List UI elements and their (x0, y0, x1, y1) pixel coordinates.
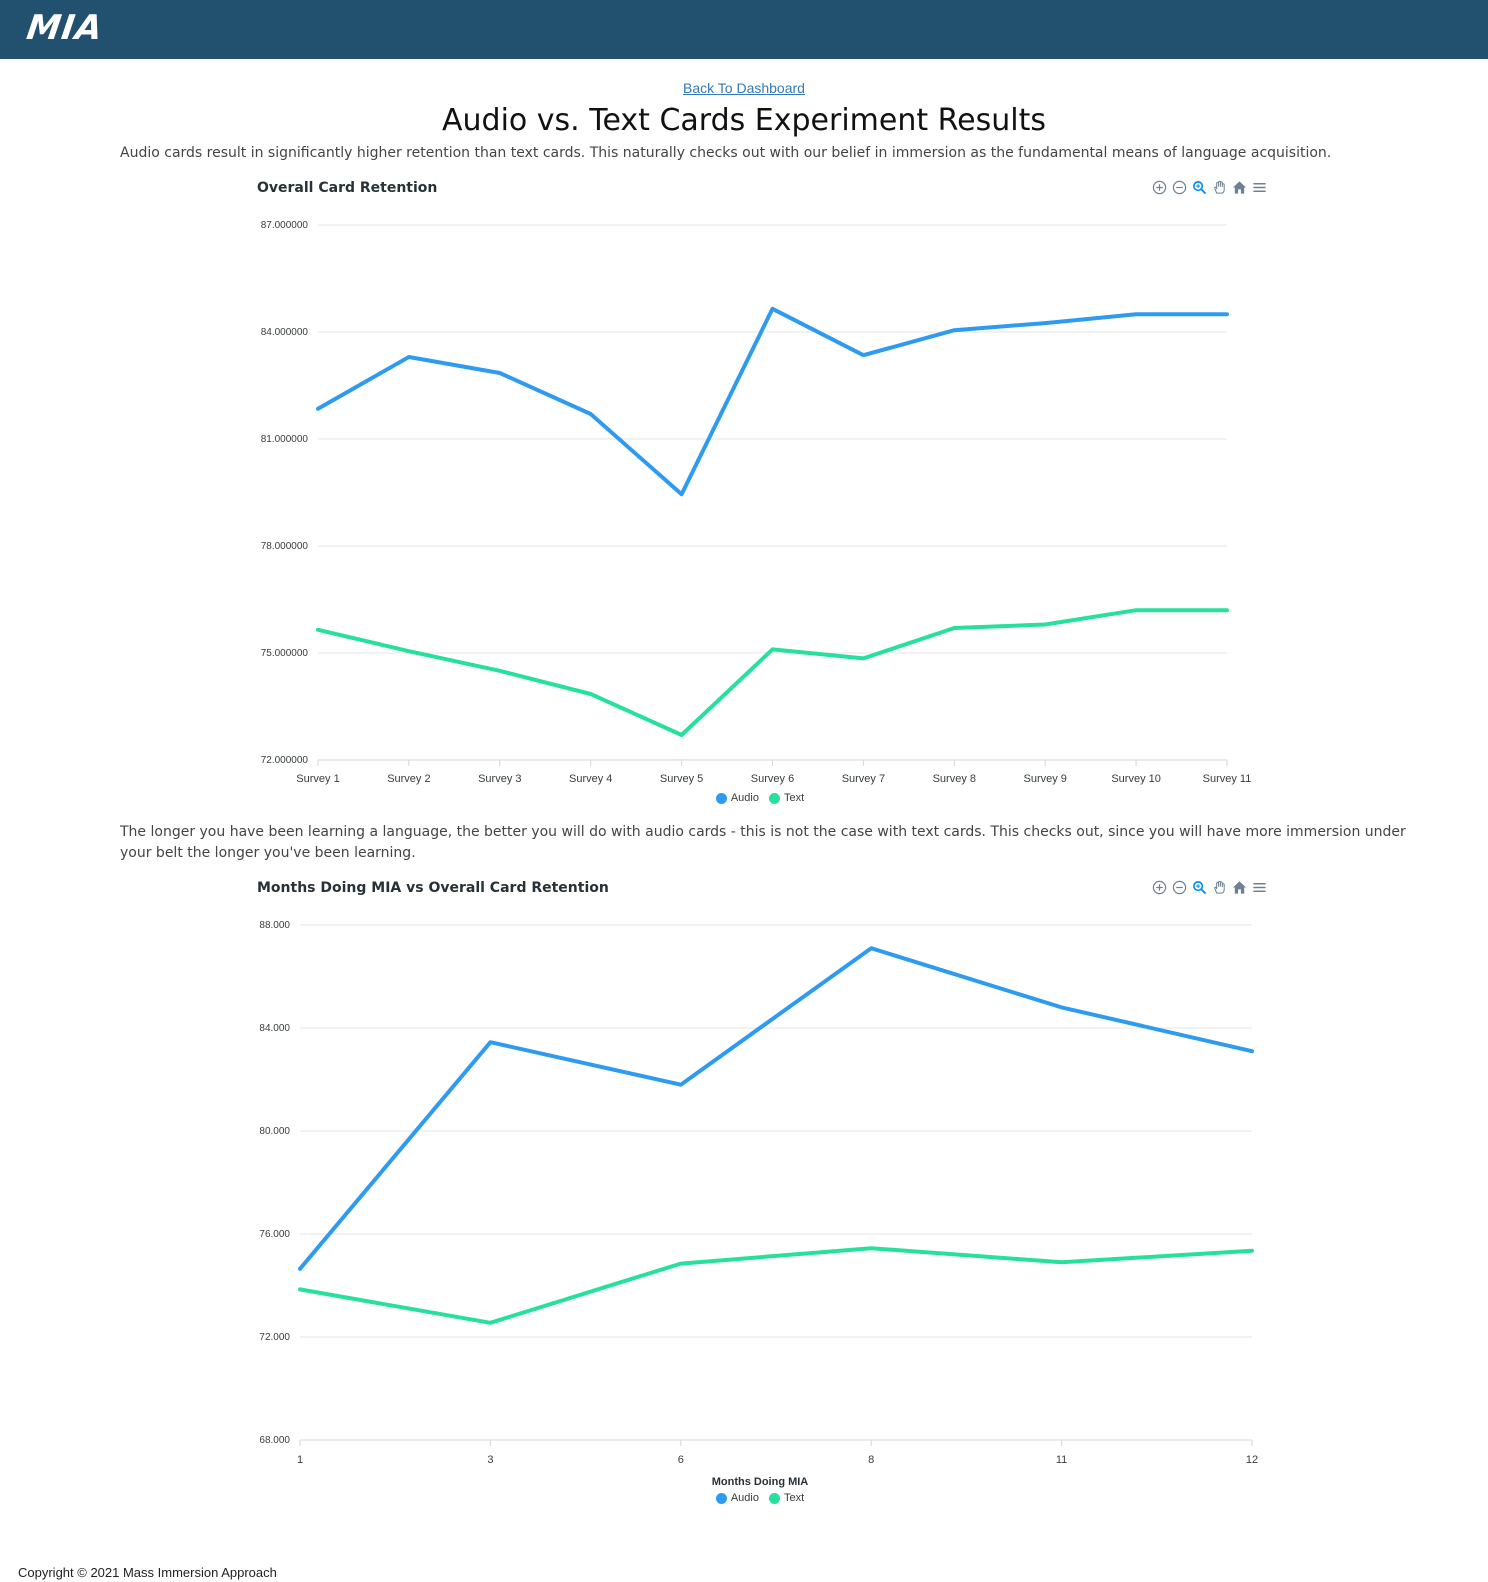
series-line-audio (316, 306, 1229, 497)
y-tick-label: 84.000000 (261, 327, 309, 338)
x-tick-label: Survey 7 (842, 773, 885, 785)
legend-item-text[interactable]: Text (768, 1492, 805, 1504)
overall-retention-chart: 72.000000 75.000000 78.000000 81.000000 84.0… (250, 170, 1270, 820)
intro-paragraph: Audio cards result in significantly high… (120, 145, 1332, 161)
y-tick-label: 88.000 (259, 920, 290, 931)
x-tick-label: Survey 10 (1111, 773, 1161, 785)
x-tick-label: Survey 11 (1203, 773, 1252, 785)
legend-marker (715, 1492, 727, 1504)
selection-zoom-icon[interactable] (1190, 878, 1208, 896)
x-tick-label: 6 (678, 1454, 684, 1466)
chart-toolbar (1150, 178, 1268, 196)
zoom-in-icon[interactable] (1150, 878, 1168, 896)
x-tick-label: Survey 8 (933, 773, 976, 785)
back-to-dashboard-link[interactable]: Back To Dashboard (683, 80, 805, 96)
x-tick-label: 1 (297, 1454, 303, 1466)
x-tick-label: 3 (487, 1454, 493, 1466)
x-tick-label: Survey 6 (751, 773, 794, 785)
chart-legend: Audio Text (250, 1492, 1270, 1504)
series-line-audio (298, 946, 1254, 1271)
y-tick-label: 68.000 (259, 1435, 290, 1446)
x-tick-label: 11 (1056, 1454, 1067, 1466)
y-tick-label: 75.000000 (261, 648, 309, 659)
legend-item-audio[interactable]: Audio (715, 792, 759, 804)
menu-icon[interactable] (1250, 178, 1268, 196)
x-axis-title: Months Doing MIA (711, 1476, 809, 1488)
legend-marker (768, 1492, 780, 1504)
legend-label: Text (783, 1492, 805, 1504)
y-tick-label: 72.000000 (261, 755, 309, 766)
x-tick-label: Survey 9 (1023, 773, 1066, 785)
x-tick-label: Survey 3 (478, 773, 521, 785)
selection-zoom-icon[interactable] (1190, 178, 1208, 196)
pan-hand-icon[interactable] (1210, 178, 1228, 196)
footer-copyright: Copyright © 2021 Mass Immersion Approach (18, 1565, 277, 1580)
series-line-text (316, 608, 1229, 737)
x-tick-label: Survey 1 (296, 773, 339, 785)
x-tick-label: Survey 4 (569, 773, 612, 785)
chart-svg: 68.000 72.000 76.000 80.000 84.000 88.000 1 3 6 8… (259, 920, 1258, 1466)
x-tick-label: 8 (868, 1454, 874, 1466)
y-tick-label: 78.000000 (261, 541, 309, 552)
mia-logo[interactable]: MIA (24, 8, 106, 48)
x-tick-label: 12 (1246, 1454, 1258, 1466)
legend-label: Audio (730, 792, 759, 804)
x-tick-label: Survey 5 (660, 773, 703, 785)
y-tick-label: 76.000 (259, 1229, 290, 1240)
y-tick-label: 80.000 (259, 1126, 290, 1137)
months-paragraph: The longer you have been learning a lang… (120, 824, 1406, 861)
legend-item-audio[interactable]: Audio (715, 1492, 759, 1504)
top-navbar: MIA (0, 0, 1488, 59)
menu-icon[interactable] (1250, 878, 1268, 896)
page-title: Audio vs. Text Cards Experiment Results (441, 103, 1046, 138)
chart-title: Months Doing MIA vs Overall Card Retenti… (257, 880, 609, 896)
y-tick-label: 81.000000 (261, 434, 309, 445)
chart-toolbar (1150, 878, 1268, 896)
legend-marker (715, 792, 727, 804)
series-line-text (298, 1246, 1254, 1325)
zoom-in-icon[interactable] (1150, 178, 1168, 196)
legend-label: Audio (730, 1492, 759, 1504)
months-retention-chart: 68.000 72.000 76.000 80.000 84.000 88.000 1 3 6 8… (250, 870, 1270, 1520)
y-tick-label: 87.000000 (261, 220, 309, 231)
zoom-out-icon[interactable] (1170, 878, 1188, 896)
reset-home-icon[interactable] (1230, 178, 1248, 196)
pan-hand-icon[interactable] (1210, 878, 1228, 896)
chart-title: Overall Card Retention (257, 180, 438, 196)
legend-label: Text (783, 792, 805, 804)
x-tick-label: Survey 2 (387, 773, 430, 785)
zoom-out-icon[interactable] (1170, 178, 1188, 196)
chart-legend: Audio Text (250, 792, 1270, 804)
legend-item-text[interactable]: Text (768, 792, 805, 804)
y-tick-label: 84.000 (259, 1023, 290, 1034)
reset-home-icon[interactable] (1230, 878, 1248, 896)
y-tick-label: 72.000 (259, 1332, 290, 1343)
chart-svg: 72.000000 75.000000 78.000000 81.000000 84.0… (261, 220, 1252, 785)
legend-marker (768, 792, 780, 804)
